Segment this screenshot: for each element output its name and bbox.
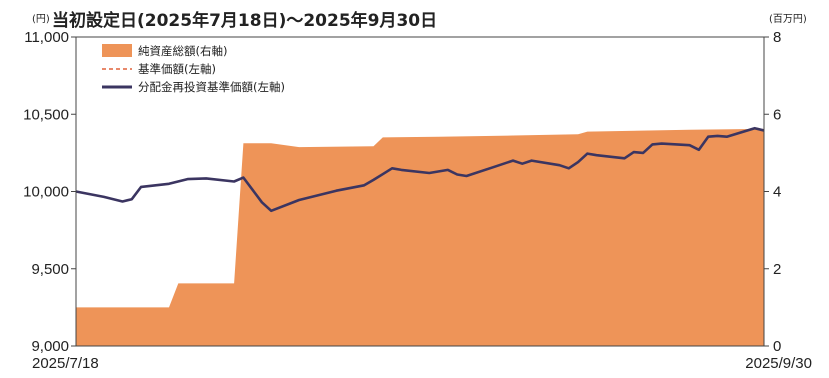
x-axis-end-label: 2025/9/30 (745, 355, 812, 372)
left-axis: 9,000 9,500 10,000 10,500 11,000 (23, 29, 76, 355)
reinvested-nav-line (75, 126, 765, 213)
legend-label: 分配金再投資基準価額(左軸) (138, 80, 285, 94)
legend-label: 純資産総額(右軸) (138, 44, 227, 58)
legend-swatch-area (102, 44, 132, 57)
right-tick-label: 2 (773, 261, 781, 278)
net-assets-area (76, 128, 764, 346)
x-axis-start-label: 2025/7/18 (32, 355, 99, 372)
left-tick-label: 10,000 (23, 184, 69, 201)
right-axis-unit: (百万円) (769, 13, 807, 25)
left-tick-label: 11,000 (24, 29, 69, 46)
right-tick-label: 4 (773, 184, 781, 201)
left-tick-label: 9,000 (31, 338, 69, 355)
chart-title: 当初設定日(2025年7月18日)～2025年9月30日 (52, 10, 437, 31)
legend-label: 基準価額(左軸) (138, 62, 216, 76)
left-tick-label: 10,500 (23, 106, 69, 123)
left-tick-label: 9,500 (31, 261, 69, 278)
net-assets-area-layer (76, 128, 764, 346)
legend: 純資産総額(右軸) 基準価額(左軸) 分配金再投資基準価額(左軸) (102, 44, 285, 94)
left-axis-unit: (円) (32, 14, 50, 25)
right-tick-label: 6 (773, 106, 781, 123)
right-tick-label: 0 (773, 338, 781, 355)
nav-lines-layer (75, 126, 765, 213)
right-tick-label: 8 (773, 29, 781, 46)
right-axis: 0 2 4 6 8 (764, 29, 781, 355)
